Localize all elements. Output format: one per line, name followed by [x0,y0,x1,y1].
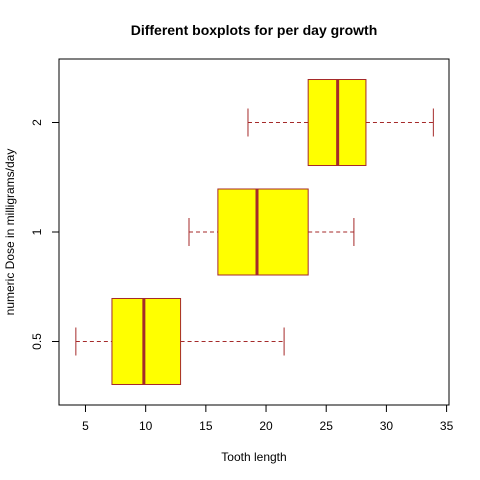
x-tick-label: 20 [259,419,273,433]
x-tick-label: 5 [82,419,89,433]
y-tick-label: 2 [30,119,44,126]
y-axis-label: numeric Dose in milligrams/day [3,149,17,316]
x-tick-label: 30 [380,419,394,433]
boxes-layer [75,79,434,385]
x-tick-label: 15 [199,419,213,433]
x-tick-label: 10 [139,419,153,433]
x-tick-label: 25 [320,419,334,433]
boxplot-0-5 [75,297,285,385]
y-axis: 0.5 1 2 [30,119,60,350]
boxplot-2 [247,79,434,167]
chart-title: Different boxplots for per day growth [131,22,378,38]
y-tick-label: 1 [30,228,44,235]
x-axis-label: Tooth length [221,450,286,464]
x-tick-label: 35 [440,419,454,433]
interquartile-box [111,297,182,385]
x-axis: 5 10 15 20 25 30 35 [82,404,454,433]
boxplot-1 [188,188,355,276]
interquartile-box [217,188,309,276]
y-tick-label: 0.5 [30,333,44,350]
